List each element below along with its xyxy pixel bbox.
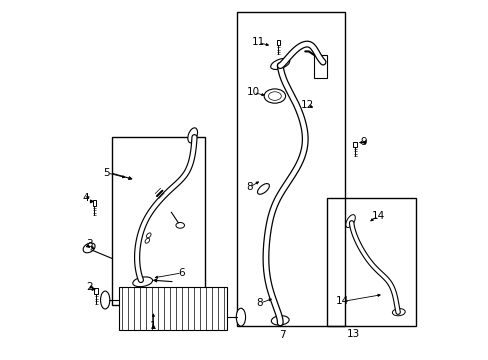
Text: 8: 8 [256,298,263,308]
Text: 8: 8 [246,182,253,192]
Ellipse shape [133,277,152,287]
Text: 4: 4 [82,193,89,203]
Text: 11: 11 [251,37,264,48]
Ellipse shape [264,89,285,103]
Ellipse shape [257,184,269,194]
Text: 10: 10 [246,87,260,98]
Text: 12: 12 [300,100,313,110]
Text: 2: 2 [85,282,92,292]
Bar [313,55,326,78]
Text: 5: 5 [103,168,110,178]
Bar [326,198,415,327]
Bar [92,201,96,206]
Ellipse shape [101,291,110,309]
Bar [112,137,205,305]
Text: 3: 3 [85,239,92,249]
Text: 7: 7 [278,330,285,341]
Ellipse shape [145,238,149,243]
Ellipse shape [83,243,95,253]
Bar [353,141,356,147]
Bar [276,40,280,45]
Text: 9: 9 [360,138,366,148]
Ellipse shape [345,215,355,228]
Text: 1: 1 [150,321,156,332]
Ellipse shape [270,58,289,69]
Text: 14: 14 [335,296,348,306]
Ellipse shape [187,128,197,143]
Text: 13: 13 [346,329,359,339]
Bar [237,12,344,327]
Bar [119,287,226,330]
Ellipse shape [391,309,405,316]
Ellipse shape [176,222,184,228]
Ellipse shape [146,233,151,238]
Bar [94,288,98,294]
Text: 6: 6 [178,268,185,278]
Ellipse shape [236,308,245,326]
Ellipse shape [268,92,281,100]
Ellipse shape [271,316,288,325]
Text: 14: 14 [371,211,384,221]
